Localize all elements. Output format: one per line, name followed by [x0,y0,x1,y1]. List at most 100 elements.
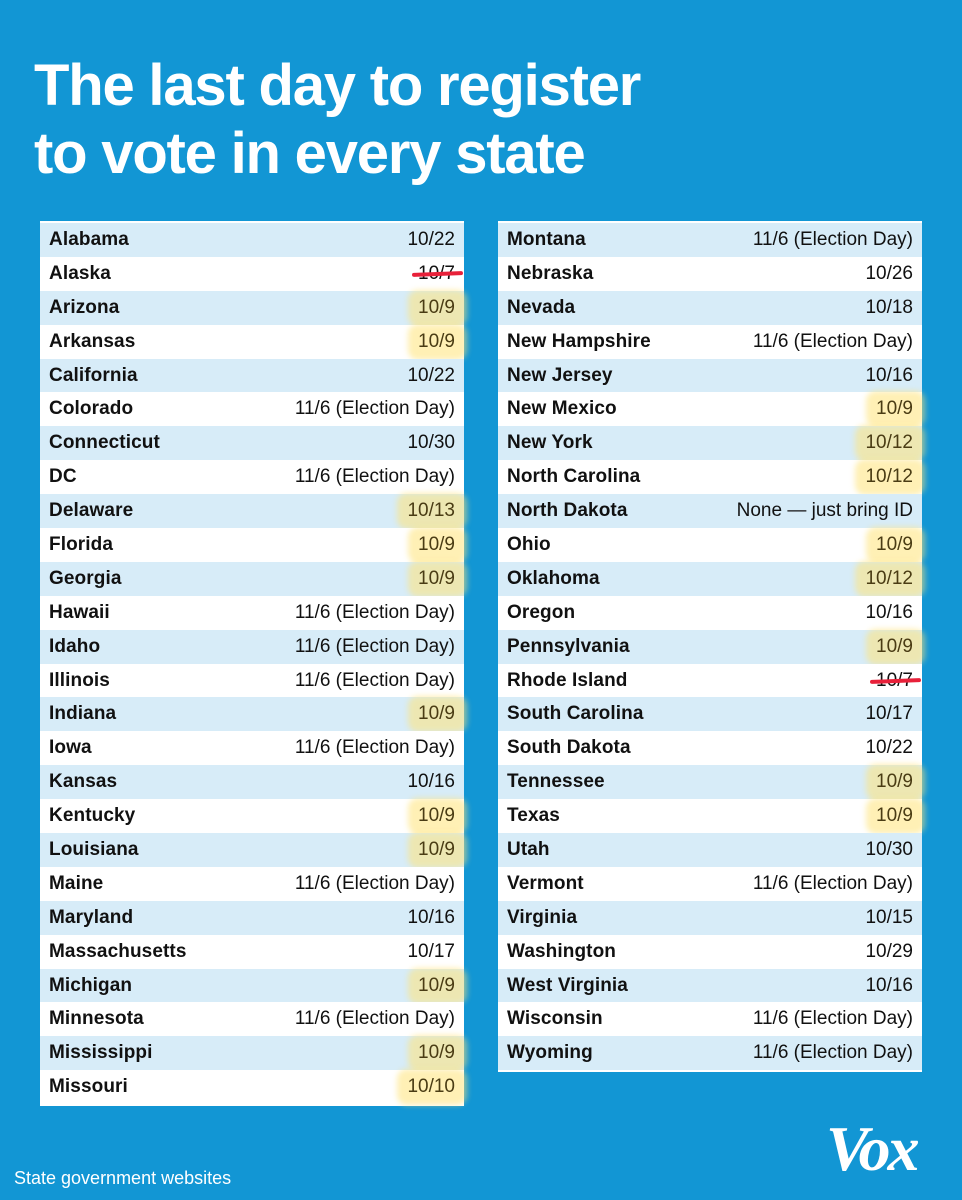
state-name: West Virginia [507,974,628,996]
state-row: South Dakota 10/22 [498,731,922,766]
state-name: Rhode Island [507,669,628,691]
state-row: Delaware 10/13 [40,494,464,529]
state-name: Virginia [507,906,578,928]
state-row: Michigan 10/9 [40,968,464,1003]
deadline-text: 10/30 [407,432,455,454]
deadline: 11/6 (Election Day) [295,873,455,895]
state-name: Missouri [49,1076,128,1098]
deadline-text: 11/6 (Election Day) [294,601,455,623]
state-row: Alabama 10/22 [40,223,464,257]
deadline: 10/16 [865,602,913,624]
deadline-text: 10/9 [876,805,913,827]
deadline-text: 11/6 (Election Day) [294,737,455,759]
page-title: The last day to register to vote in ever… [34,52,914,188]
state-row: New Mexico 10/9 [498,392,922,427]
deadline-text: 10/7 [418,262,455,284]
state-name: Wisconsin [507,1008,603,1030]
highlighted-deadline: 10/9 [876,771,913,793]
deadline-text: 10/18 [865,296,913,318]
deadline: 11/6 (Election Day) [753,229,913,251]
state-row: Maryland 10/16 [40,900,464,935]
state-row: Missouri 10/10 [40,1070,464,1105]
state-row: Louisiana 10/9 [40,833,464,867]
deadline: 10/15 [865,907,913,929]
deadline-text: 10/13 [407,500,455,522]
deadline: 11/6 (Election Day) [295,737,455,759]
state-name: South Carolina [507,703,644,725]
highlighted-deadline: 10/9 [876,398,913,420]
deadline-text: 10/15 [865,906,913,928]
state-row: Arkansas 10/9 [40,324,464,359]
highlighted-deadline: 10/9 [876,534,913,556]
deadline-text: 10/12 [865,466,913,488]
state-row: Tennessee 10/9 [498,765,922,800]
state-row: Virginia 10/15 [498,900,922,935]
state-name: Washington [507,940,616,962]
state-row: Texas 10/9 [498,799,922,834]
state-name: Maine [49,872,104,894]
deadline-text: 10/26 [865,262,913,284]
deadline-text: 10/9 [418,330,455,352]
deadline: 10/17 [407,941,455,963]
deadline: 11/6 (Election Day) [753,1008,913,1030]
state-row: Hawaii 11/6 (Election Day) [40,595,464,630]
deadline-text: 11/6 (Election Day) [752,228,913,250]
deadline-text: 10/9 [418,974,455,996]
state-row: North Dakota None — just bring ID [498,494,922,529]
highlighted-deadline: 10/9 [418,975,455,997]
state-name: New Jersey [507,364,613,386]
highlighted-deadline: 10/9 [418,703,455,725]
state-row: Ohio 10/9 [498,528,922,562]
deadline-text: 11/6 (Election Day) [294,1008,455,1030]
deadline: 11/6 (Election Day) [753,331,913,353]
deadline-text: 10/22 [407,228,455,250]
highlighted-deadline: 10/12 [865,466,913,488]
source-caption: State government websites [14,1168,232,1188]
state-name: Utah [507,838,550,860]
state-name: Nebraska [507,262,594,284]
deadline: 10/22 [407,365,455,387]
deadline-text: 10/12 [865,432,913,454]
left-state-table: Alabama 10/22 Alaska 10/7 Arizona 10/9 Arkansa… [40,221,464,1107]
deadline-text: 10/9 [876,771,913,793]
highlighted-deadline: 10/13 [407,500,455,522]
highlighted-deadline: 10/9 [418,331,455,353]
state-name: Tennessee [507,771,605,793]
highlighted-deadline: 10/12 [865,432,913,454]
state-row: North Carolina 10/12 [498,460,922,495]
state-name: Nevada [507,296,576,318]
state-row: Indiana 10/9 [40,697,464,732]
state-row: Minnesota 11/6 (Election Day) [40,1002,464,1037]
deadline-text: 11/6 (Election Day) [294,872,455,894]
state-row: Pennsylvania 10/9 [498,629,922,664]
deadline-text: 10/16 [407,771,455,793]
state-name: New York [507,432,593,454]
state-name: Illinois [49,669,110,691]
state-name: Alaska [49,262,111,284]
state-name: Ohio [507,533,551,555]
state-name: California [49,364,138,386]
deadline-text: 11/6 (Election Day) [752,330,913,352]
deadline-text: 10/16 [865,974,913,996]
state-row: New Hampshire 11/6 (Election Day) [498,324,922,359]
state-name: Kentucky [49,805,136,827]
deadline: 11/6 (Election Day) [295,636,455,658]
deadline-text: 10/22 [407,364,455,386]
state-row: Illinois 11/6 (Election Day) [40,663,464,698]
deadline-text: 10/17 [407,940,455,962]
state-row: Mississippi 10/9 [40,1036,464,1071]
highlighted-deadline: 10/9 [418,297,455,319]
highlighted-deadline: 10/9 [418,839,455,861]
deadline-text: 10/9 [418,1042,455,1064]
deadline: 11/6 (Election Day) [295,1008,455,1030]
state-row: Massachusetts 10/17 [40,934,464,969]
state-name: Connecticut [49,432,160,454]
deadline-text: 10/9 [876,635,913,657]
deadline-text: None — just bring ID [736,500,913,522]
deadline-text: 11/6 (Election Day) [752,872,913,894]
state-name: Idaho [49,635,101,657]
deadline-text: 11/6 (Election Day) [294,398,455,420]
deadline: 11/6 (Election Day) [295,670,455,692]
state-name: Louisiana [49,838,139,860]
state-row: West Virginia 10/16 [498,968,922,1003]
